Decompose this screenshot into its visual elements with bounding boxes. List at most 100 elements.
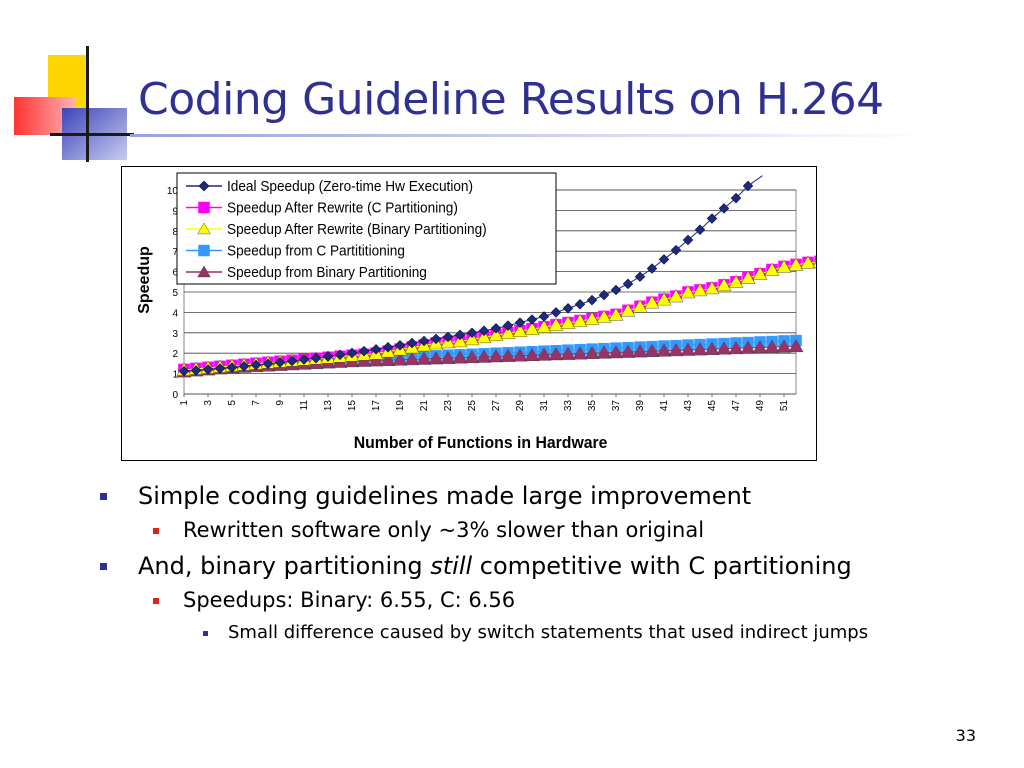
data-point (250, 359, 262, 371)
data-point (788, 257, 804, 271)
x-tick-label: 1 (179, 400, 190, 406)
data-point (574, 299, 586, 310)
data-point (500, 325, 516, 339)
title-underline (130, 134, 930, 137)
bullet-text: Simple coding guidelines made large impr… (138, 482, 752, 510)
data-point (538, 311, 550, 322)
x-tick-label: 37 (611, 400, 622, 412)
deco-vertical-line (86, 46, 89, 162)
legend-label: Speedup After Rewrite (C Partitioning) (227, 199, 458, 215)
y-tick-label: 3 (172, 329, 178, 340)
data-point (334, 349, 346, 361)
data-point (476, 330, 492, 344)
data-point (464, 350, 480, 364)
bullet-marker (153, 598, 159, 604)
data-point (764, 262, 780, 276)
bullet-text: Speedups: Binary: 6.55, C: 6.56 (183, 588, 516, 612)
data-point (346, 347, 358, 359)
y-tick-label: 5 (172, 288, 178, 299)
data-point (740, 270, 756, 284)
x-tick-label: 9 (275, 400, 286, 406)
data-point (548, 347, 564, 361)
data-point (536, 347, 552, 361)
data-point (310, 352, 322, 364)
x-tick-label: 33 (563, 400, 574, 412)
x-tick-label: 3 (203, 400, 214, 406)
x-tick-label: 7 (251, 400, 262, 406)
legend-marker (197, 222, 211, 235)
bullet-level1-0: Simple coding guidelines made large impr… (100, 482, 980, 510)
y-tick-label: 1 (172, 370, 178, 381)
legend-label: Speedup from C Partititioning (227, 242, 405, 258)
data-point (548, 317, 564, 331)
data-point (644, 295, 660, 309)
data-point (692, 342, 708, 356)
data-point (466, 327, 478, 339)
y-tick-label: 9 (172, 206, 178, 217)
y-tick-label: 6 (172, 268, 178, 279)
x-tick-label: 29 (515, 400, 526, 412)
corner-decoration (0, 0, 140, 170)
data-point (752, 266, 768, 280)
data-point (620, 303, 636, 317)
x-tick-label: 15 (347, 400, 358, 412)
x-tick-label: 13 (323, 400, 334, 412)
deco-horizontal-line (50, 133, 134, 136)
data-point (418, 335, 430, 347)
series-2 (176, 255, 816, 376)
data-point (814, 255, 816, 268)
data-point (668, 343, 684, 357)
data-point (202, 364, 214, 375)
data-point (286, 355, 298, 367)
data-point (464, 332, 480, 346)
data-point (526, 314, 538, 325)
data-point (584, 311, 600, 325)
data-point (704, 281, 720, 295)
x-tick-label: 5 (227, 400, 238, 406)
bullet-level3-4: Small difference caused by switch statem… (100, 622, 980, 643)
x-axis-title: Number of Functions in Hardware (354, 434, 608, 453)
x-tick-label: 41 (659, 400, 670, 412)
data-point (572, 346, 588, 360)
y-tick-label: 8 (172, 227, 178, 238)
data-point (502, 320, 514, 331)
data-point (406, 337, 418, 349)
data-point (776, 339, 792, 353)
data-point (752, 340, 768, 354)
slide-title: Coding Guideline Results on H.264 (138, 74, 884, 125)
data-point (718, 203, 730, 214)
data-point (656, 343, 672, 357)
data-point (478, 325, 490, 336)
data-point (382, 342, 394, 353)
data-point (560, 346, 576, 360)
data-point (524, 348, 540, 362)
data-point (764, 339, 780, 353)
data-point (694, 224, 706, 236)
x-tick-label: 17 (371, 400, 382, 412)
data-point (610, 284, 622, 296)
bullet-text: competitive with C partitioning (472, 552, 852, 580)
data-point (358, 345, 370, 357)
bullet-marker (100, 563, 107, 570)
data-point (368, 353, 384, 367)
y-tick-label: 10 (167, 186, 179, 197)
data-point (452, 334, 468, 348)
data-point (560, 315, 576, 329)
data-point (692, 283, 708, 297)
x-tick-label: 45 (707, 400, 718, 412)
data-point (634, 271, 646, 282)
data-point (632, 344, 648, 358)
x-tick-label: 51 (779, 400, 790, 412)
data-point (214, 363, 226, 374)
data-point (430, 333, 442, 345)
data-point (646, 263, 658, 274)
legend: Ideal Speedup (Zero-time Hw Execution) Sp… (176, 172, 557, 285)
data-point (620, 344, 636, 358)
data-point (668, 289, 684, 303)
data-point (644, 343, 660, 357)
data-point (274, 357, 286, 368)
data-point (512, 348, 528, 362)
data-point (476, 349, 492, 363)
data-point (608, 345, 624, 359)
